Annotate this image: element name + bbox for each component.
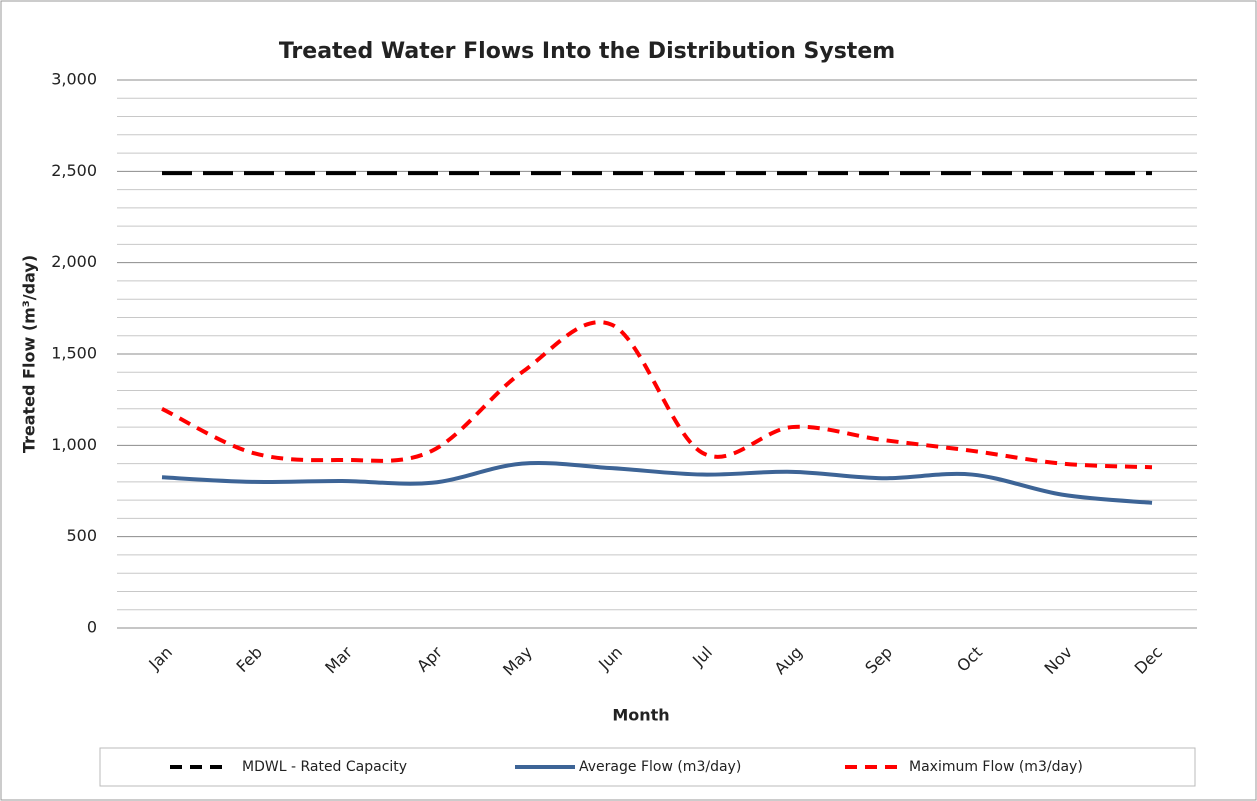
y-tick-label: 0 bbox=[87, 618, 97, 637]
legend bbox=[99, 747, 1196, 787]
y-tick-label: 1,500 bbox=[51, 344, 97, 363]
y-tick-label: 2,000 bbox=[51, 252, 97, 271]
x-axis-label: Month bbox=[612, 706, 669, 725]
legend-label: MDWL - Rated Capacity bbox=[242, 759, 407, 775]
y-tick-label: 3,000 bbox=[51, 70, 97, 89]
y-tick-label: 2,500 bbox=[51, 161, 97, 180]
legend-label: Average Flow (m3/day) bbox=[579, 759, 741, 775]
y-axis-label: Treated Flow (m³/day) bbox=[20, 255, 39, 453]
y-tick-label: 1,000 bbox=[51, 435, 97, 454]
chart-title: Treated Water Flows Into the Distributio… bbox=[279, 39, 895, 64]
data-line bbox=[161, 320, 1153, 470]
legend-label: Maximum Flow (m3/day) bbox=[909, 759, 1083, 775]
data-line bbox=[161, 460, 1153, 505]
y-tick-label: 500 bbox=[66, 526, 97, 545]
